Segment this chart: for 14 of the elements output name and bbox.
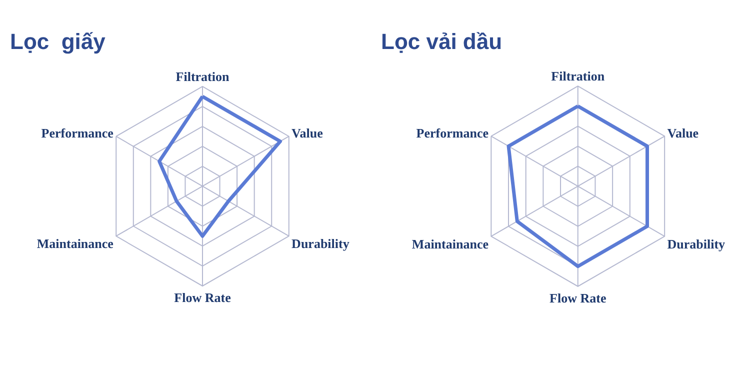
spoke-label: Flow Rate <box>550 290 606 306</box>
spoke-label: Value <box>667 125 699 140</box>
spoke-label: Maintainance <box>36 236 114 252</box>
spoke-label: Value <box>292 125 324 140</box>
spoke-label: Durability <box>292 236 350 252</box>
spoke-label: Durability <box>667 236 726 252</box>
chart-title: Lọc giấy <box>10 29 106 54</box>
spoke-label: Filtration <box>176 68 230 84</box>
spoke-label: Maintainance <box>412 236 489 252</box>
spoke-label: Filtration <box>551 68 606 84</box>
spoke-label: Performance <box>41 125 114 140</box>
spoke-label: Performance <box>416 125 489 140</box>
spoke-label: Flow Rate <box>174 290 232 306</box>
chart-title: Lọc vải dầu <box>381 29 502 54</box>
